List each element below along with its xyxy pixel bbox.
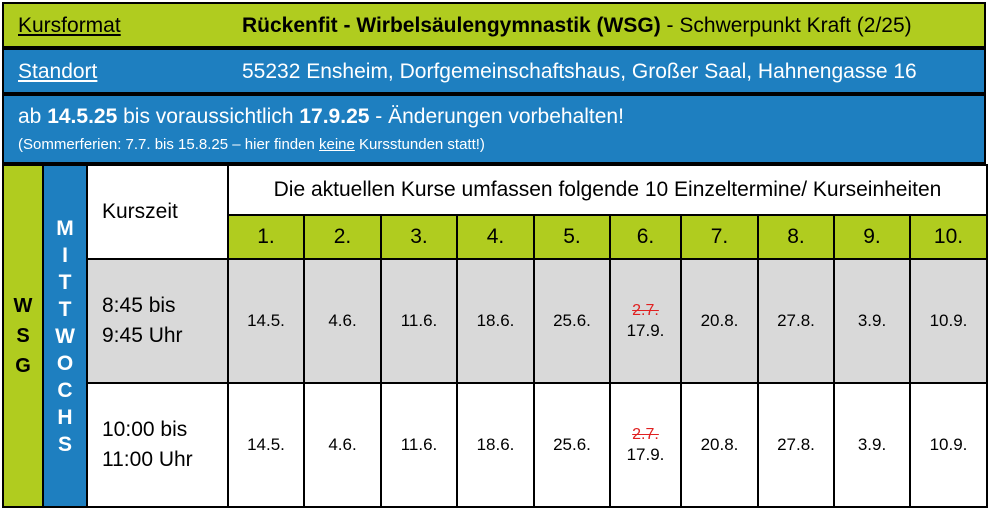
date-cell: 18.6. [456,382,535,508]
schedule-table: W S G M I T T W O C H S Kurszeit Die akt… [2,164,988,508]
day-letter: T [58,270,72,294]
date-cell: 14.5. [227,382,305,508]
session-number: 1. [227,214,305,260]
table-heading: Die aktuellen Kurse umfassen folgende 10… [227,164,988,216]
period-prefix: ab [18,105,48,128]
day-side-label: M I T T W O C H S [42,164,88,508]
kurszeit-header: Kurszeit [86,164,229,260]
time-slot-2: 10:00 bis 11:00 Uhr [86,382,229,508]
date-cell: 27.8. [757,382,835,508]
date-cell: 18.6. [456,258,535,384]
time-start: 10:00 bis [102,418,188,441]
date-cell: 14.5. [227,258,305,384]
day-letter: I [62,243,68,267]
session-number: 6. [609,214,682,260]
date-cell: 20.8. [680,258,759,384]
date-cell: 10.9. [909,382,988,508]
wsg-letter: G [15,355,31,377]
standort-label: Standort [18,60,98,83]
replacement-date: 17.9. [626,320,665,340]
date-cell: 4.6. [303,382,382,508]
date-cell: 25.6. [533,382,611,508]
kursformat-label: Kursformat [18,14,121,37]
day-letter: S [57,432,72,456]
table-row-late-morning: 10:00 bis 11:00 Uhr 14.5. 4.6. 11.6. 18.6… [3,382,988,508]
kursformat-row: Kursformat Rückenfit - Wirbelsäulengymna… [2,2,986,48]
course-subtitle: - Schwerpunkt Kraft (2/25) [660,14,912,37]
period-row: ab 14.5.25 bis voraussichtlich 17.9.25 -… [2,94,986,164]
day-letter: O [56,351,74,375]
time-slot-1: 8:45 bis 9:45 Uhr [86,258,229,384]
period-middle: bis voraussichtlich [117,105,300,128]
period-text: ab 14.5.25 bis voraussichtlich 17.9.25 -… [18,105,624,129]
date-cell: 20.8. [680,382,759,508]
day-letter: H [57,405,73,429]
date-cell-rescheduled: 2.7. 17.9. [609,382,682,508]
wsg-side-label: W S G [2,164,44,508]
period-start: 14.5.25 [47,105,118,128]
holiday-note: (Sommerferien: 7.7. bis 15.8.25 – hier f… [18,136,485,153]
date-cell: 3.9. [833,382,911,508]
session-number: 10. [909,214,988,260]
period-end: 17.9.25 [299,105,370,128]
standort-row: Standort 55232 Ensheim, Dorfgemeinschaft… [2,48,986,94]
session-number: 2. [303,214,382,260]
session-number: 4. [456,214,535,260]
time-start: 8:45 bis [102,294,176,317]
day-letter: T [58,297,72,321]
replacement-date: 17.9. [626,444,665,464]
kursformat-value: Rückenfit - Wirbelsäulengymnastik (WSG) … [242,14,912,38]
time-end: 9:45 Uhr [102,324,183,347]
date-cell: 10.9. [909,258,988,384]
day-letter: W [55,324,75,348]
wsg-letter: W [13,295,33,317]
date-cell: 27.8. [757,258,835,384]
date-cell: 25.6. [533,258,611,384]
session-number: 7. [680,214,759,260]
date-cell: 4.6. [303,258,382,384]
day-letter: C [57,378,73,402]
time-end: 11:00 Uhr [102,448,193,471]
session-number: 9. [833,214,911,260]
day-letter: M [56,216,74,240]
note-keine: keine [319,136,355,153]
course-title: Rückenfit - Wirbelsäulengymnastik (WSG) [242,14,661,37]
cancelled-date: 2.7. [632,301,659,319]
session-number: 5. [533,214,611,260]
table-row-morning: 8:45 bis 9:45 Uhr 14.5. 4.6. 11.6. 18.6. … [3,258,988,384]
date-cell: 3.9. [833,258,911,384]
date-cell: 11.6. [380,258,458,384]
date-cell-rescheduled: 2.7. 17.9. [609,258,682,384]
session-number: 8. [757,214,835,260]
note-before: (Sommerferien: 7.7. bis 15.8.25 – hier f… [18,136,319,153]
date-cell: 11.6. [380,382,458,508]
standort-value: 55232 Ensheim, Dorfgemeinschaftshaus, Gr… [242,60,917,83]
note-after: Kursstunden statt!) [354,136,485,153]
period-suffix: - Änderungen vorbehalten! [369,105,624,128]
cancelled-date: 2.7. [632,425,659,443]
session-number: 3. [380,214,458,260]
wsg-letter: S [16,325,30,347]
